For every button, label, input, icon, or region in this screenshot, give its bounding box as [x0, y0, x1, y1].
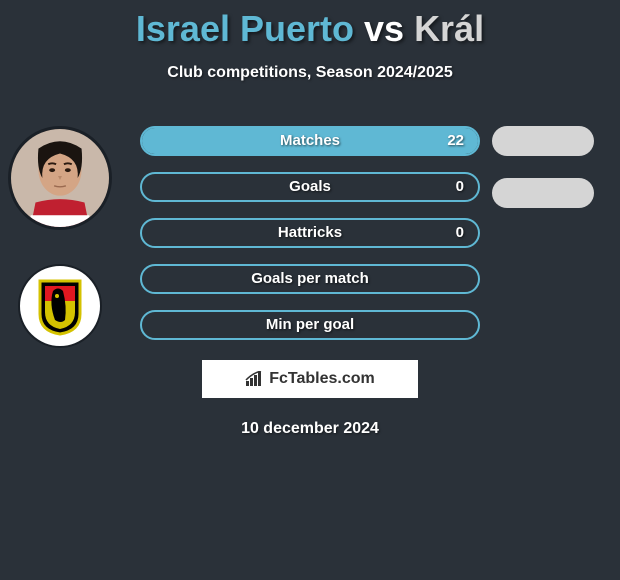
player2-stat-pill: [492, 178, 594, 208]
club-badge: [18, 264, 102, 348]
stat-row: Matches22: [140, 126, 480, 156]
stat-rows: Matches22Goals0Hattricks0Goals per match…: [140, 126, 480, 356]
player1-avatar: [8, 126, 112, 230]
stat-row: Hattricks0: [140, 218, 480, 248]
vs-text: vs: [364, 8, 404, 49]
stat-label: Matches: [140, 126, 480, 156]
player1-value: 22: [447, 126, 464, 156]
source-logo: FcTables.com: [202, 360, 418, 398]
logo-text: FcTables.com: [269, 370, 375, 388]
player2-name: Král: [414, 8, 484, 49]
comparison-title: Israel Puerto vs Král: [0, 0, 620, 50]
stat-row: Goals per match: [140, 264, 480, 294]
stat-row: Min per goal: [140, 310, 480, 340]
player1-value: 0: [456, 218, 464, 248]
chart-icon: [245, 371, 263, 387]
player2-stat-pill: [492, 126, 594, 156]
date-text: 10 december 2024: [0, 420, 620, 438]
player2-pills: [492, 126, 594, 230]
stat-row: Goals0: [140, 172, 480, 202]
player1-name: Israel Puerto: [136, 8, 354, 49]
stat-label: Goals: [140, 172, 480, 202]
subtitle: Club competitions, Season 2024/2025: [0, 64, 620, 82]
stat-label: Hattricks: [140, 218, 480, 248]
stat-label: Goals per match: [140, 264, 480, 294]
stat-label: Min per goal: [140, 310, 480, 340]
player1-value: 0: [456, 172, 464, 202]
